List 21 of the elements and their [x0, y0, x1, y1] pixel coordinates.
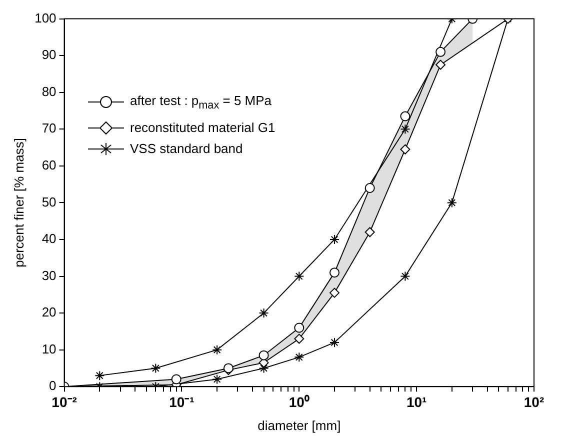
y-tick-label: 80 [42, 84, 56, 99]
y-axis-title: percent finer [% mass] [11, 138, 26, 268]
legend-label: VSS standard band [130, 140, 243, 156]
y-tick-label: 70 [42, 120, 56, 136]
y-tick-label: 30 [42, 268, 56, 283]
y-tick-label: 20 [42, 304, 56, 320]
x-tick-label: 10² [524, 394, 544, 410]
legend-label: after test : p$_{max}$ = 5 MPa [130, 93, 272, 112]
y-tick-label: 40 [42, 231, 56, 246]
x-tick-label: 10⁻² [52, 394, 78, 410]
legend-label: reconstituted material G1 [130, 120, 276, 135]
x-tick-label: 10⁻¹ [169, 394, 195, 410]
x-tick-label: 10¹ [406, 394, 428, 410]
y-tick-label: 100 [34, 10, 56, 26]
y-tick-label: 60 [42, 158, 56, 172]
x-tick-label: 10⁰ [288, 394, 310, 410]
y-tick-label: 90 [42, 47, 56, 62]
x-axis-title: diameter [mm] [258, 418, 341, 433]
y-tick-label: 50 [42, 194, 56, 210]
y-tick-label: 0 [49, 378, 56, 394]
y-tick-label: 10 [42, 341, 56, 356]
